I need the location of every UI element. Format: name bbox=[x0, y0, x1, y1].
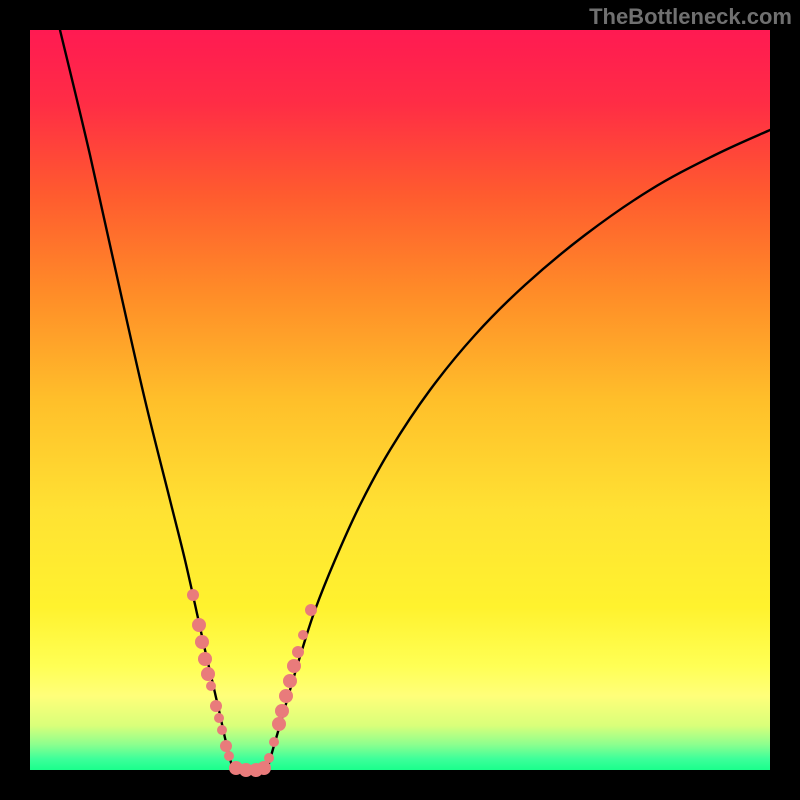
marker-right-8 bbox=[298, 630, 308, 640]
marker-left-4 bbox=[201, 667, 215, 681]
marker-right-9 bbox=[305, 604, 317, 616]
marker-left-6 bbox=[210, 700, 222, 712]
canvas: TheBottleneck.com bbox=[0, 0, 800, 800]
marker-left-8 bbox=[217, 725, 227, 735]
marker-left-9 bbox=[220, 740, 232, 752]
marker-right-7 bbox=[292, 646, 304, 658]
marker-right-4 bbox=[279, 689, 293, 703]
marker-left-3 bbox=[198, 652, 212, 666]
marker-right-1 bbox=[269, 737, 279, 747]
marker-right-5 bbox=[283, 674, 297, 688]
plot-area bbox=[30, 30, 770, 770]
marker-left-5 bbox=[206, 681, 216, 691]
marker-right-2 bbox=[272, 717, 286, 731]
marker-right-3 bbox=[275, 704, 289, 718]
bottleneck-curve bbox=[60, 30, 770, 771]
marker-right-6 bbox=[287, 659, 301, 673]
marker-left-10 bbox=[224, 751, 234, 761]
marker-left-2 bbox=[195, 635, 209, 649]
curve-layer bbox=[30, 30, 770, 770]
marker-left-1 bbox=[192, 618, 206, 632]
marker-left-0 bbox=[187, 589, 199, 601]
marker-left-7 bbox=[214, 713, 224, 723]
marker-bottom-3 bbox=[257, 761, 271, 775]
watermark-text: TheBottleneck.com bbox=[589, 4, 792, 30]
